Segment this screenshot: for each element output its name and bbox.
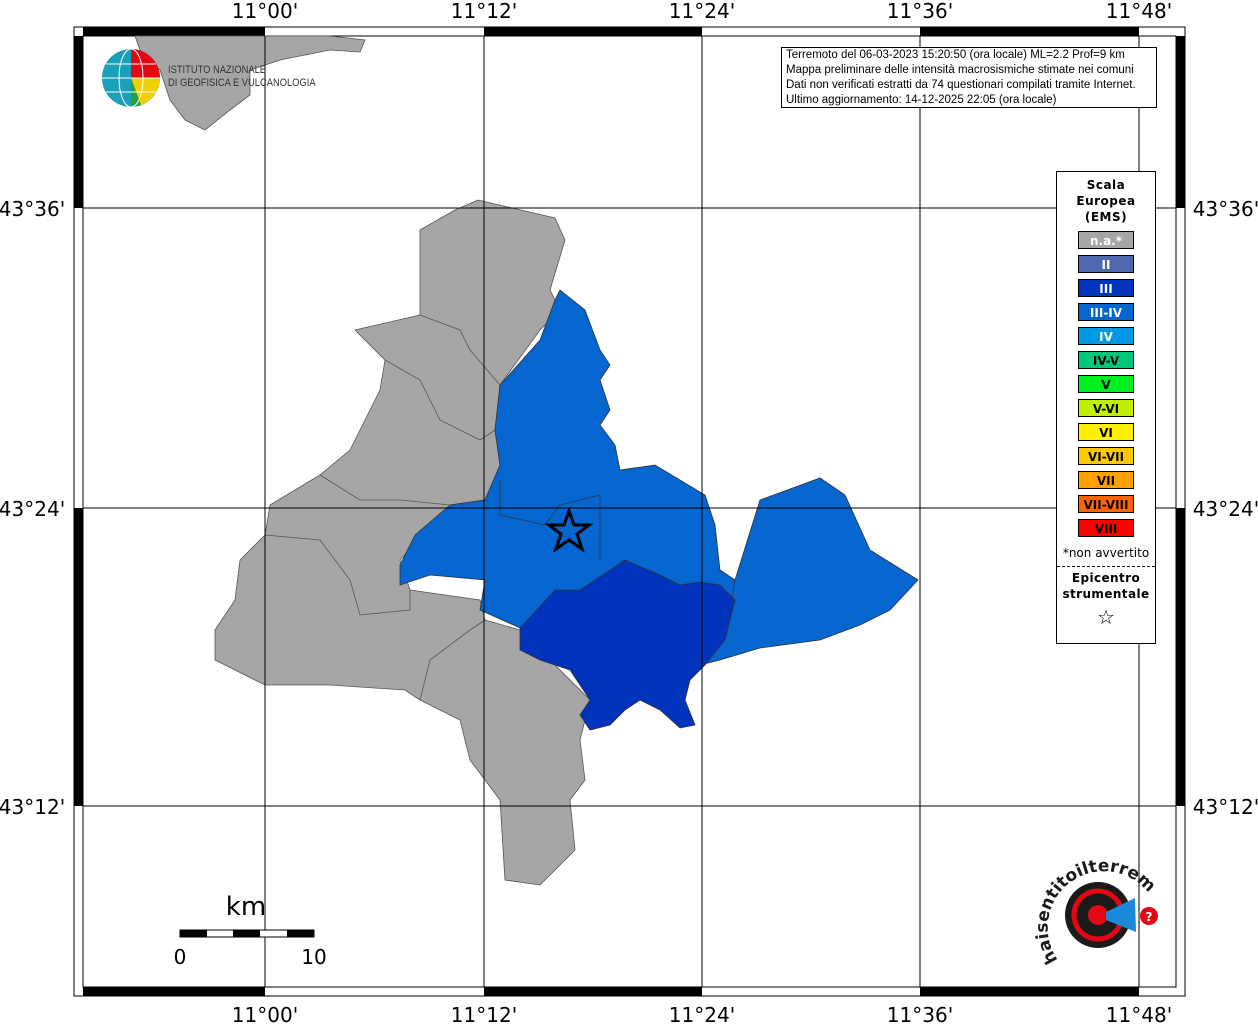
legend-swatch: VI-VII	[1078, 447, 1134, 465]
ingv-logo	[101, 48, 163, 114]
svg-text:11°24': 11°24'	[669, 1003, 735, 1024]
event-info-line: Mappa preliminare delle intensità macros…	[786, 64, 1134, 76]
svg-text:11°12': 11°12'	[451, 1003, 517, 1024]
svg-text:43°36': 43°36'	[1193, 197, 1258, 221]
svg-text:0: 0	[174, 945, 187, 969]
legend-swatch: IV-V	[1078, 351, 1134, 369]
region-north-gray	[134, 35, 366, 131]
legend-swatch: VIII	[1078, 519, 1134, 537]
event-info-line: Terremoto del 06-03-2023 15:20:50 (ora l…	[786, 49, 1125, 61]
legend-swatch: III	[1078, 279, 1134, 297]
legend-swatch: V-VI	[1078, 399, 1134, 417]
legend-title: Scala Europea (EMS)	[1076, 178, 1136, 224]
legend-divider	[1057, 566, 1155, 567]
legend-swatch: IV	[1078, 327, 1134, 345]
epicenter-label: Epicentro strumentale	[1062, 571, 1150, 601]
svg-text:43°36': 43°36'	[0, 197, 65, 221]
svg-text:43°24': 43°24'	[1193, 497, 1258, 521]
lon-labels-top: 11°00' 11°12' 11°24' 11°36' 11°48'	[232, 0, 1172, 23]
svg-text:11°00': 11°00'	[232, 0, 298, 23]
svg-text:43°12': 43°12'	[1193, 795, 1258, 819]
region-intensity-iii-iv[interactable]	[399, 289, 919, 666]
last-update: Ultimo aggiornamento: 14-12-2025 22:05 (…	[786, 94, 1057, 106]
legend-swatch: n.a.*	[1078, 231, 1134, 249]
legend-swatch: VI	[1078, 423, 1134, 441]
svg-text:11°00': 11°00'	[232, 1003, 298, 1024]
svg-text:?: ?	[1146, 910, 1153, 924]
ems-legend: Scala Europea (EMS) n.a.* II III III-IV IV IV-V…	[1056, 171, 1156, 644]
legend-swatch: III-IV	[1078, 303, 1134, 321]
scale-bar: km 0 10	[174, 892, 327, 969]
svg-text:11°36': 11°36'	[887, 0, 953, 23]
lon-labels-bottom: 11°00' 11°12' 11°24' 11°36' 11°48'	[232, 1003, 1172, 1024]
region-intensity-iii[interactable]	[519, 559, 736, 731]
globe-icon	[102, 48, 160, 108]
svg-text:11°48': 11°48'	[1106, 0, 1172, 23]
svg-text:43°12': 43°12'	[0, 795, 65, 819]
event-info-line: Dati non verificati estratti da 74 quest…	[786, 79, 1136, 91]
municipal-borders	[264, 314, 501, 701]
frame-ticks	[74, 27, 1185, 996]
svg-text:11°24': 11°24'	[669, 0, 735, 23]
epicenter-star-icon	[544, 506, 594, 553]
legend-swatch: V	[1078, 375, 1134, 393]
svg-text:43°24': 43°24'	[0, 497, 65, 521]
lat-labels-right: 43°36' 43°24' 43°12'	[1193, 197, 1258, 819]
ingv-logo-text: ISTITUTO NAZIONALE DI GEOFISICA E VULCANO…	[168, 64, 316, 89]
svg-text:11°36': 11°36'	[887, 1003, 953, 1024]
legend-swatch: VII-VIII	[1078, 495, 1134, 513]
svg-text:10: 10	[301, 945, 326, 969]
legend-swatch: II	[1078, 255, 1134, 273]
svg-text:11°12': 11°12'	[451, 0, 517, 23]
legend-note: *non avvertito	[1062, 546, 1150, 560]
star-outline-icon: ☆	[1097, 605, 1115, 629]
legend-swatch: VII	[1078, 471, 1134, 489]
event-info-box: Terremoto del 06-03-2023 15:20:50 (ora l…	[781, 47, 1157, 108]
svg-text:11°48': 11°48'	[1106, 1003, 1172, 1024]
svg-text:km: km	[226, 892, 266, 922]
lat-labels-left: 43°36' 43°24' 43°12'	[0, 197, 65, 819]
